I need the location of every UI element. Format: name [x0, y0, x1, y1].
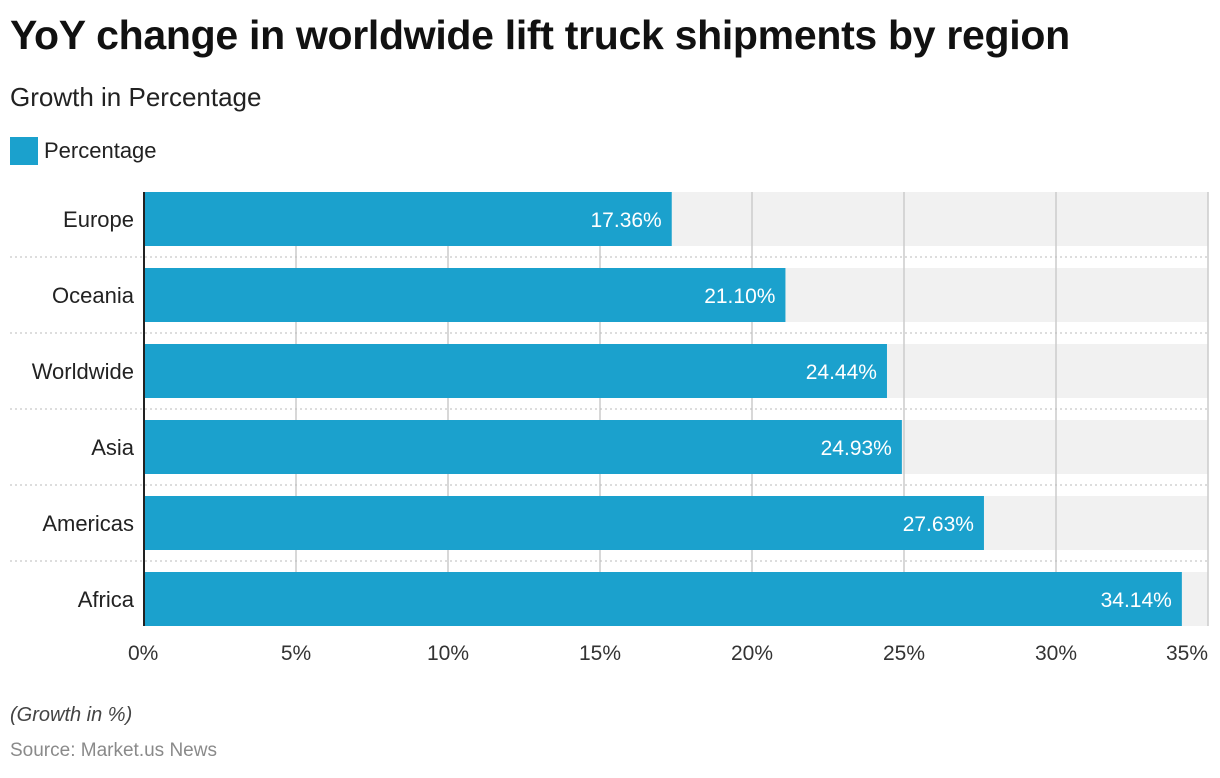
bar-value-label: 27.63% — [903, 513, 974, 536]
x-tick-label: 15% — [579, 642, 621, 665]
bar-value-label: 24.93% — [821, 437, 892, 460]
bar-value-label: 21.10% — [704, 285, 775, 308]
category-label: Africa — [78, 587, 135, 612]
bar — [144, 420, 902, 474]
category-label: Worldwide — [32, 359, 134, 384]
bar — [144, 572, 1182, 626]
bar — [144, 344, 887, 398]
x-tick-label: 5% — [281, 642, 311, 665]
footnote: (Growth in %) — [10, 704, 133, 726]
bar-value-label: 17.36% — [591, 209, 662, 232]
bar — [144, 496, 984, 550]
category-label: Asia — [91, 435, 135, 460]
category-label: Americas — [42, 511, 134, 536]
category-label: Europe — [63, 207, 134, 232]
legend-swatch — [10, 137, 38, 165]
bar-value-label: 34.14% — [1101, 589, 1172, 612]
chart-title: YoY change in worldwide lift truck shipm… — [10, 12, 1070, 58]
x-tick-label: 0% — [128, 642, 158, 665]
x-tick-label: 35% — [1166, 642, 1208, 665]
chart-subtitle: Growth in Percentage — [10, 82, 262, 112]
source-note: Source: Market.us News — [10, 740, 217, 761]
x-tick-label: 10% — [427, 642, 469, 665]
legend-label: Percentage — [44, 138, 157, 163]
category-label: Oceania — [52, 283, 135, 308]
bar — [144, 268, 786, 322]
x-tick-label: 20% — [731, 642, 773, 665]
bar — [144, 192, 672, 246]
x-tick-label: 30% — [1035, 642, 1077, 665]
legend: Percentage — [10, 137, 157, 165]
bar-value-label: 24.44% — [806, 361, 877, 384]
x-tick-label: 25% — [883, 642, 925, 665]
